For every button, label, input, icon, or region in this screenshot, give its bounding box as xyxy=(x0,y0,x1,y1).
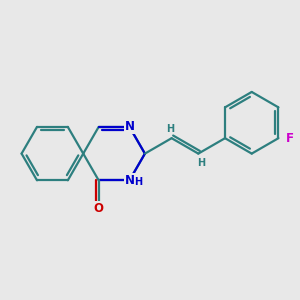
Text: H: H xyxy=(197,158,206,168)
Text: F: F xyxy=(286,132,294,145)
Text: H: H xyxy=(134,177,142,187)
Text: N: N xyxy=(124,120,134,134)
Text: N: N xyxy=(124,174,134,187)
Text: O: O xyxy=(94,202,104,214)
Text: H: H xyxy=(166,124,174,134)
